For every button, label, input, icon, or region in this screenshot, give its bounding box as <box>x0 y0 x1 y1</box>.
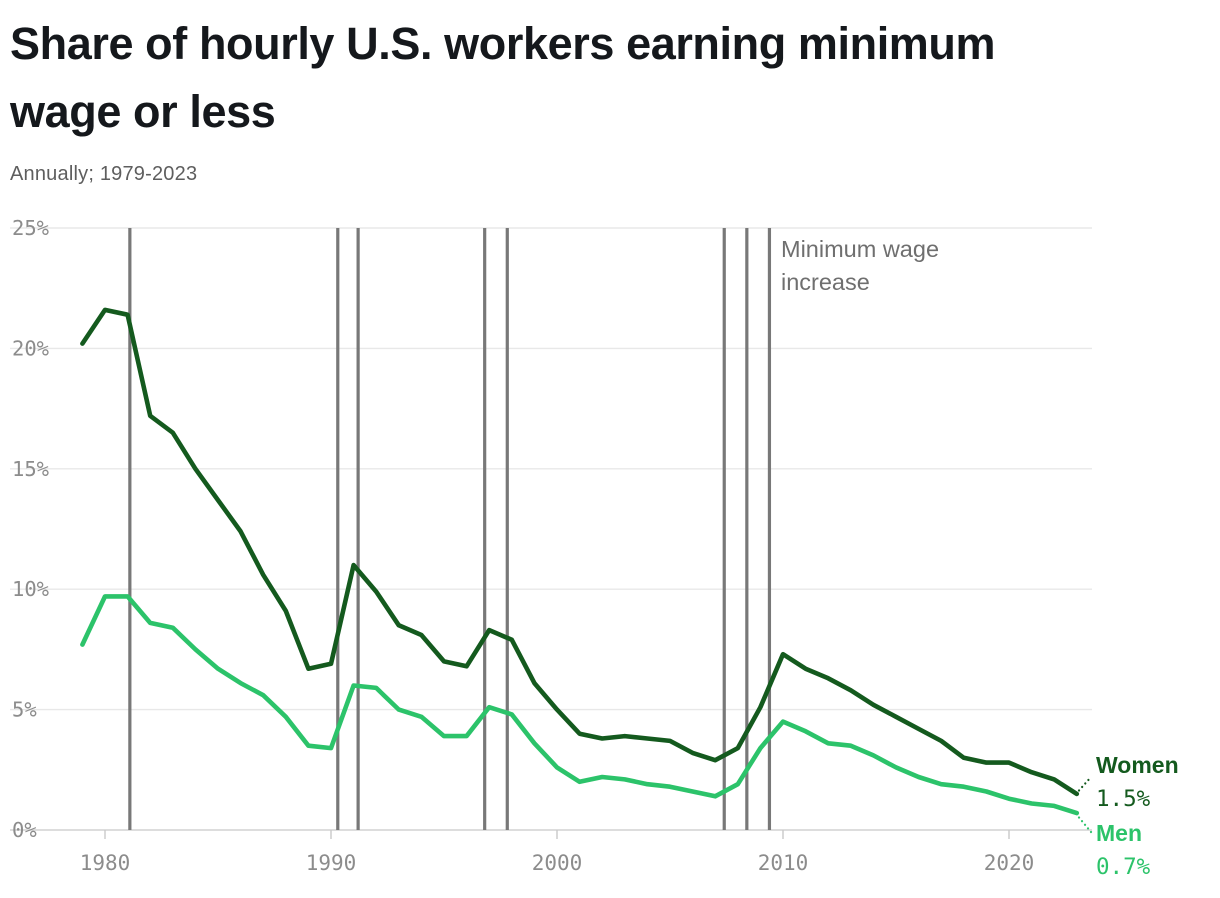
x-tick-label: 2020 <box>984 851 1035 875</box>
y-gridlines <box>10 227 1092 831</box>
x-tick-label: 2000 <box>532 851 583 875</box>
x-tick-label: 1990 <box>306 851 357 875</box>
y-tick-label: 10% <box>12 577 50 601</box>
series-line-men <box>80 594 1080 816</box>
y-tick-label: 15% <box>12 457 50 481</box>
x-axis-labels: 1980 1990 2000 2010 2020 <box>80 830 1035 875</box>
min-wage-annotation: Minimum wage increase <box>781 236 939 295</box>
end-value-men: 0.7% <box>1096 854 1151 880</box>
end-value-women: 1.5% <box>1096 786 1151 812</box>
y-axis-labels: 0% 5% 10% 15% 20% 25% <box>12 216 50 842</box>
y-tick-label: 25% <box>12 216 50 240</box>
leader-line-women <box>1077 775 1093 792</box>
minimum-wage-line-chart: 0% 5% 10% 15% 20% 25% 1980 1990 2000 2010 2020 Mini… <box>10 216 1179 880</box>
x-tick-label: 2010 <box>758 851 809 875</box>
x-tick-label: 1980 <box>80 851 131 875</box>
y-tick-label: 5% <box>12 698 37 722</box>
series-line-women <box>80 307 1080 797</box>
end-label-men: Men <box>1096 820 1142 846</box>
end-label-women: Women <box>1096 752 1179 778</box>
chart-title-line1: Share of hourly U.S. workers earning min… <box>10 18 996 69</box>
y-tick-label: 0% <box>12 818 37 842</box>
chart-subtitle: Annually; 1979-2023 <box>10 162 198 185</box>
minimum-wage-increase-lines <box>128 228 772 830</box>
chart-title: Share of hourly U.S. workers earning min… <box>10 10 1200 147</box>
chart-header: Share of hourly U.S. workers earning min… <box>10 10 1200 186</box>
chart-title-line2: wage or less <box>10 86 276 138</box>
y-tick-label: 20% <box>12 336 50 360</box>
leader-line-men <box>1077 816 1093 834</box>
